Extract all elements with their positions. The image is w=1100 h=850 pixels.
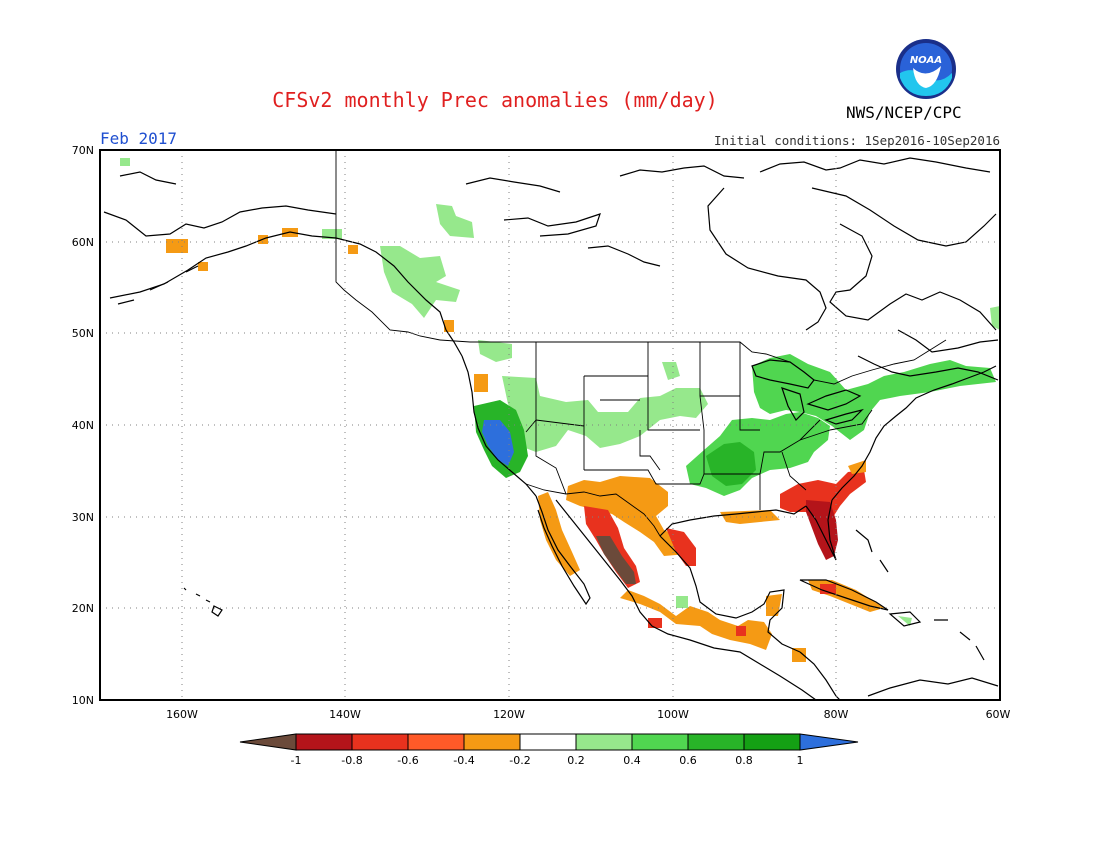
colorbar-bin	[575, 733, 633, 751]
anomaly-patch	[502, 376, 708, 452]
lat-label: 60N	[72, 236, 94, 249]
anomaly-patch	[706, 442, 756, 486]
agency-label: NWS/NCEP/CPC	[846, 103, 962, 122]
colorbar-bin	[687, 733, 745, 751]
chart-title: CFSv2 monthly Prec anomalies (mm/day)	[272, 88, 718, 112]
lat-label: 20N	[72, 602, 94, 615]
initial-conditions-label: Initial conditions: 1Sep2016-10Sep2016	[714, 133, 1000, 148]
colorbar-bin	[463, 733, 521, 751]
anomaly-patch	[662, 362, 680, 380]
anomaly-patch	[686, 412, 830, 496]
anomaly-patch	[898, 616, 912, 626]
political-borders	[335, 150, 947, 537]
logo-text: NOAA	[910, 55, 942, 66]
anomaly-patch	[584, 506, 640, 588]
anomaly-patch	[766, 594, 782, 616]
longitude-labels: 160W 140W 120W 100W 80W 60W	[166, 708, 1010, 721]
colorbar-bin	[351, 733, 409, 751]
anomaly-patch	[474, 374, 488, 392]
colorbar-label: 0.6	[679, 754, 697, 767]
colorbar-label: -0.2	[509, 754, 530, 767]
lat-label: 70N	[72, 144, 94, 157]
latitude-labels: 10N 20N 30N 40N 50N 60N 70N	[72, 144, 94, 707]
colorbar-label: 0.2	[567, 754, 585, 767]
anomaly-patch	[566, 476, 688, 556]
anomaly-patch	[538, 492, 580, 576]
anomaly-patch	[258, 235, 268, 244]
lon-label: 160W	[166, 708, 198, 721]
lat-lon-grid	[100, 150, 1000, 700]
colorbar-label: 0.4	[623, 754, 641, 767]
coastlines	[103, 157, 999, 700]
anomaly-patch	[820, 584, 836, 594]
colorbar-label: -0.6	[397, 754, 418, 767]
anomaly-patch	[348, 245, 358, 254]
anomaly-shading	[120, 158, 1000, 662]
anomaly-patch	[444, 320, 454, 332]
anomaly-patch	[380, 246, 460, 318]
anomaly-patch	[666, 528, 696, 566]
anomaly-patch	[676, 596, 688, 608]
anomaly-patch	[990, 306, 1000, 330]
colorbar-bin	[295, 733, 353, 751]
anomaly-patch	[596, 536, 636, 584]
forecast-period: Feb 2017	[100, 129, 178, 148]
lon-label: 140W	[329, 708, 361, 721]
anomaly-patch	[436, 204, 474, 238]
colorbar-label: -0.8	[341, 754, 362, 767]
anomaly-patch	[120, 158, 130, 166]
colorbar-label: -1	[291, 754, 302, 767]
lat-label: 50N	[72, 327, 94, 340]
lon-label: 80W	[824, 708, 849, 721]
lon-label: 60W	[986, 708, 1011, 721]
anomaly-patch	[720, 510, 780, 524]
lat-label: 30N	[72, 511, 94, 524]
colorbar-label: -0.4	[453, 754, 474, 767]
lon-label: 120W	[493, 708, 525, 721]
anomaly-patch	[648, 618, 662, 628]
lat-label: 40N	[72, 419, 94, 432]
anomaly-patch	[478, 340, 512, 362]
colorbar-bin	[407, 733, 465, 751]
anomaly-patch	[792, 648, 806, 662]
colorbar-bin	[519, 733, 577, 751]
map-frame	[99, 149, 1001, 701]
anomaly-patch	[752, 354, 996, 440]
lon-label: 100W	[657, 708, 689, 721]
anomaly-patch	[808, 580, 884, 612]
anomaly-patch	[780, 470, 866, 522]
colorbar-bin	[631, 733, 689, 751]
anomaly-patch	[806, 500, 838, 560]
anomaly-patch	[474, 400, 528, 478]
colorbar-bin	[743, 733, 801, 751]
colorbar-label: 0.8	[735, 754, 753, 767]
anomaly-patch	[282, 228, 298, 237]
anomaly-patch	[620, 590, 772, 650]
lat-label: 10N	[72, 694, 94, 707]
anomaly-patch	[198, 262, 208, 271]
noaa-logo: NOAA	[896, 39, 956, 99]
anomaly-patch	[848, 460, 866, 474]
colorbar	[239, 733, 859, 751]
anomaly-patch	[322, 229, 342, 239]
anomaly-patch	[736, 626, 746, 636]
anomaly-patch	[166, 239, 188, 253]
colorbar-label: 1	[797, 754, 804, 767]
colorbar-arrow-high	[799, 733, 859, 751]
anomaly-patch	[482, 420, 514, 466]
colorbar-labels: -1 -0.8 -0.6 -0.4 -0.2 0.2 0.4 0.6 0.8 1	[291, 754, 804, 767]
colorbar-arrow-low	[239, 733, 297, 751]
